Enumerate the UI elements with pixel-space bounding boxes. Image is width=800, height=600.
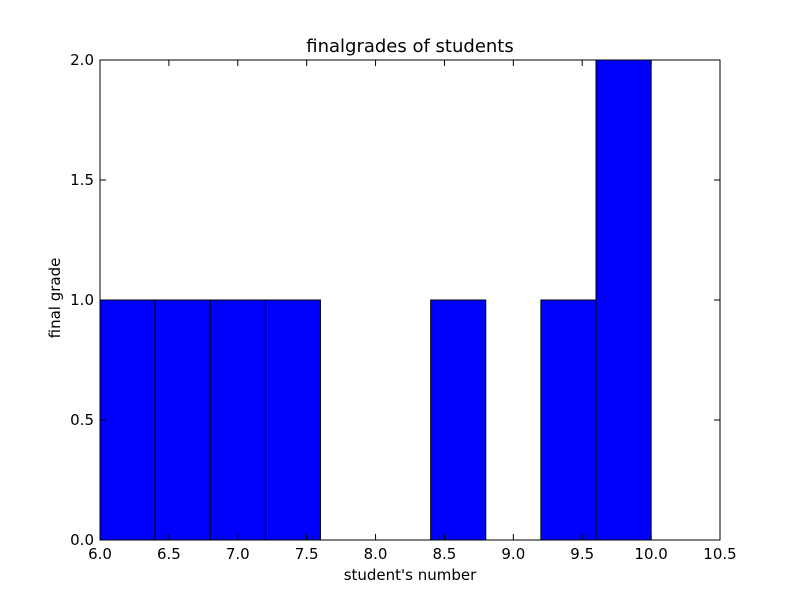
histogram-bar-1 <box>154 299 211 541</box>
x-tick-label-0: 6.0 <box>88 545 112 563</box>
y-axis-label: final grade <box>46 258 64 339</box>
plot-frame <box>99 59 721 541</box>
x-tick-label-1: 6.5 <box>157 545 181 563</box>
histogram-bar-3 <box>264 299 321 541</box>
x-tick-label-3: 7.5 <box>295 545 319 563</box>
histogram-bar-6 <box>430 299 487 541</box>
x-axis-label: student's number <box>344 566 477 584</box>
y-tick-label-4: 2.0 <box>70 51 94 69</box>
chart-title: finalgrades of students <box>306 36 514 57</box>
x-tick-label-8: 10.0 <box>634 545 667 563</box>
x-tick-label-2: 7.0 <box>226 545 250 563</box>
x-tick-label-5: 8.5 <box>433 545 457 563</box>
tick-labels-group: 6.0 6.5 7.0 7.5 8.0 8.5 9.0 9.5 10.0 10.5 0.0 0.5 1.… <box>70 51 737 563</box>
x-tick-label-7: 9.5 <box>570 545 594 563</box>
histogram-bar-0 <box>99 299 156 541</box>
x-tick-label-4: 8.0 <box>364 545 388 563</box>
histogram-bar-9 <box>595 59 652 541</box>
histogram-bar-2 <box>209 299 266 541</box>
bars-group <box>99 59 652 541</box>
x-tick-label-9: 10.5 <box>703 545 736 563</box>
y-tick-label-1: 0.5 <box>70 411 94 429</box>
histogram-bar-8 <box>540 299 597 541</box>
y-tick-label-0: 0.0 <box>70 531 94 549</box>
x-tick-label-6: 9.0 <box>501 545 525 563</box>
y-tick-label-2: 1.0 <box>70 291 94 309</box>
y-tick-label-3: 1.5 <box>70 171 94 189</box>
